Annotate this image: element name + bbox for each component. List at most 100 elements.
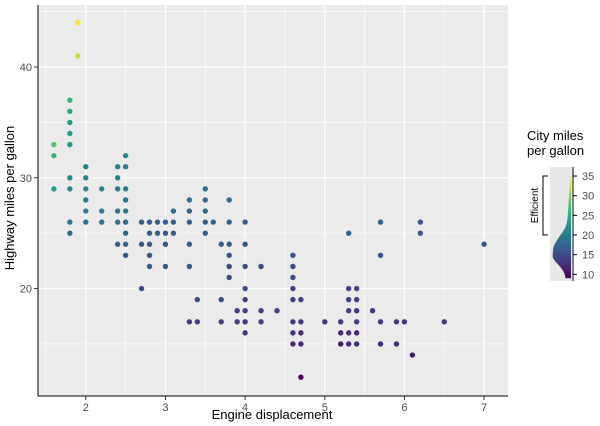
data-point — [114, 208, 121, 214]
data-point — [234, 319, 240, 325]
data-point — [401, 319, 408, 325]
data-point — [67, 97, 73, 103]
data-point — [146, 263, 153, 270]
x-tick-label: 2 — [83, 402, 89, 414]
data-point — [393, 341, 400, 347]
data-point — [210, 219, 216, 225]
data-point — [122, 152, 129, 159]
data-point — [226, 263, 232, 270]
data-point — [417, 219, 424, 225]
data-point — [234, 308, 240, 314]
data-point — [51, 141, 57, 148]
data-point — [290, 330, 296, 336]
data-point — [67, 108, 73, 115]
data-point — [298, 374, 304, 380]
data-point — [322, 319, 328, 325]
data-point — [83, 164, 89, 170]
data-point — [114, 175, 121, 181]
data-point — [377, 341, 384, 347]
data-point — [481, 241, 487, 247]
x-tick-label: 4 — [242, 402, 248, 414]
legend-tick-label: 25 — [582, 210, 594, 222]
data-point — [417, 230, 424, 236]
data-point — [154, 230, 161, 236]
data-point — [186, 219, 193, 225]
data-point — [67, 130, 73, 137]
legend-bracket-label: Efficient — [530, 188, 541, 224]
data-point — [353, 296, 360, 303]
data-point — [369, 308, 376, 314]
y-axis-title: Highway miles per gallon — [2, 126, 17, 271]
legend-title: City miles — [527, 128, 584, 143]
data-point — [258, 319, 264, 325]
legend-title: per gallon — [527, 143, 584, 158]
data-point — [146, 230, 153, 236]
data-point — [83, 197, 89, 203]
data-point — [51, 152, 57, 159]
data-point — [154, 219, 161, 225]
data-point — [202, 230, 208, 236]
data-point — [67, 119, 73, 126]
data-point — [122, 164, 129, 170]
legend-density-shape — [552, 176, 571, 279]
y-tick-label: 20 — [20, 284, 32, 296]
data-point — [377, 219, 384, 225]
data-point — [122, 186, 129, 192]
data-point — [338, 341, 344, 347]
data-point — [202, 208, 208, 214]
data-point — [122, 252, 129, 259]
legend-tick-label: 20 — [582, 230, 594, 242]
data-point — [258, 263, 264, 270]
legend-tick-label: 35 — [582, 171, 594, 183]
x-axis-title: Engine displacement — [212, 407, 333, 422]
data-point — [218, 296, 224, 303]
data-point — [226, 252, 232, 259]
data-point — [122, 197, 129, 203]
plot-panel — [38, 5, 508, 396]
data-point — [83, 175, 89, 181]
data-point — [146, 252, 153, 259]
data-point — [202, 186, 208, 192]
data-point — [226, 241, 232, 247]
data-point — [114, 219, 121, 225]
data-point — [146, 241, 153, 247]
data-point — [122, 230, 129, 236]
axes: 2 3 4 5 6 7 20 30 40 — [20, 5, 508, 414]
data-point — [298, 319, 304, 325]
data-point — [345, 296, 352, 303]
data-point — [75, 20, 81, 26]
data-point — [194, 296, 201, 303]
data-point — [258, 308, 264, 314]
data-point — [290, 274, 296, 281]
data-point — [83, 186, 89, 192]
data-point — [202, 197, 208, 203]
data-point — [67, 141, 73, 148]
data-point — [345, 285, 352, 292]
data-point — [242, 263, 248, 270]
y-tick-label: 30 — [20, 173, 32, 185]
data-point — [122, 241, 129, 247]
data-point — [75, 53, 81, 59]
data-point — [67, 219, 73, 225]
data-point — [138, 285, 145, 292]
data-point — [338, 319, 344, 325]
data-point — [186, 197, 193, 203]
x-tick-label: 5 — [322, 402, 328, 414]
data-point — [290, 252, 296, 259]
data-point — [226, 274, 232, 281]
x-tick-label: 7 — [481, 402, 487, 414]
data-point — [114, 186, 121, 192]
data-point — [393, 319, 400, 325]
y-tick-label: 40 — [20, 62, 32, 74]
data-point — [345, 308, 352, 314]
data-point — [242, 319, 248, 325]
legend-tick-label: 30 — [582, 191, 594, 203]
data-point — [99, 208, 105, 214]
data-point — [170, 219, 177, 225]
data-point — [122, 208, 129, 214]
data-point — [345, 230, 352, 236]
data-point — [274, 308, 280, 314]
data-point — [242, 285, 248, 292]
data-points — [51, 20, 487, 380]
